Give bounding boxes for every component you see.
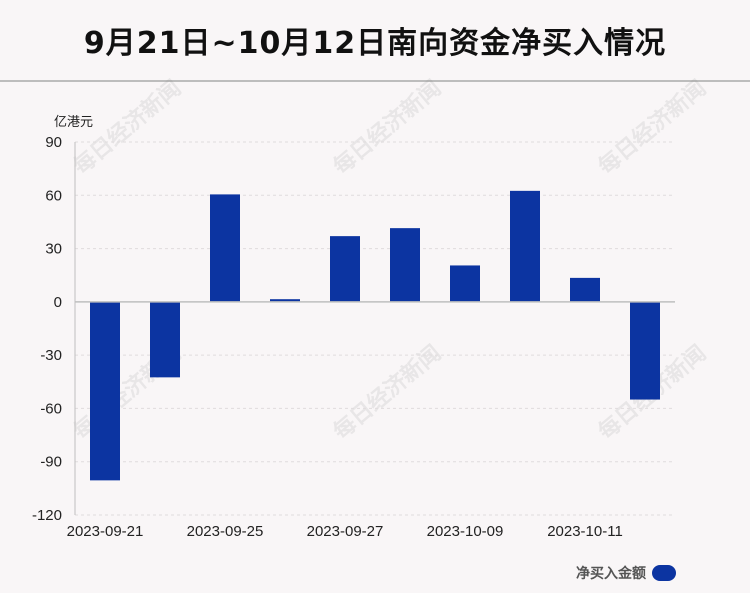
legend-label: 净买入金额 [576,566,646,582]
y-tick-label: 30 [45,241,62,258]
title-divider [0,80,750,82]
y-tick-label: 0 [54,294,62,311]
y-tick-label: -90 [40,454,62,471]
y-tick-label: 60 [45,187,62,204]
bar [270,299,300,302]
y-tick-label: -60 [40,400,62,417]
y-tick-label: 90 [45,134,62,151]
bar [630,301,660,400]
bar [510,190,540,302]
legend: 净买入金额 [576,563,676,583]
x-tick-label: 2023-09-25 [187,523,264,540]
bar [90,301,120,481]
x-tick-label: 2023-09-21 [67,523,144,540]
chart-title: 9月21日~10月12日南向资金净买入情况 [83,26,667,61]
y-axis-unit-label: 亿港元 [54,115,94,130]
bar [390,228,420,302]
y-tick-label: -120 [32,507,62,524]
bar [450,265,480,302]
y-tick-label: -30 [40,347,62,364]
bar [330,236,360,302]
bar [210,194,240,302]
x-tick-label: 2023-10-09 [427,523,504,540]
bar [150,301,180,378]
x-tick-label: 2023-10-11 [547,523,623,540]
x-tick-label: 2023-09-27 [307,523,384,540]
legend-swatch [652,565,676,581]
bar [570,277,600,302]
